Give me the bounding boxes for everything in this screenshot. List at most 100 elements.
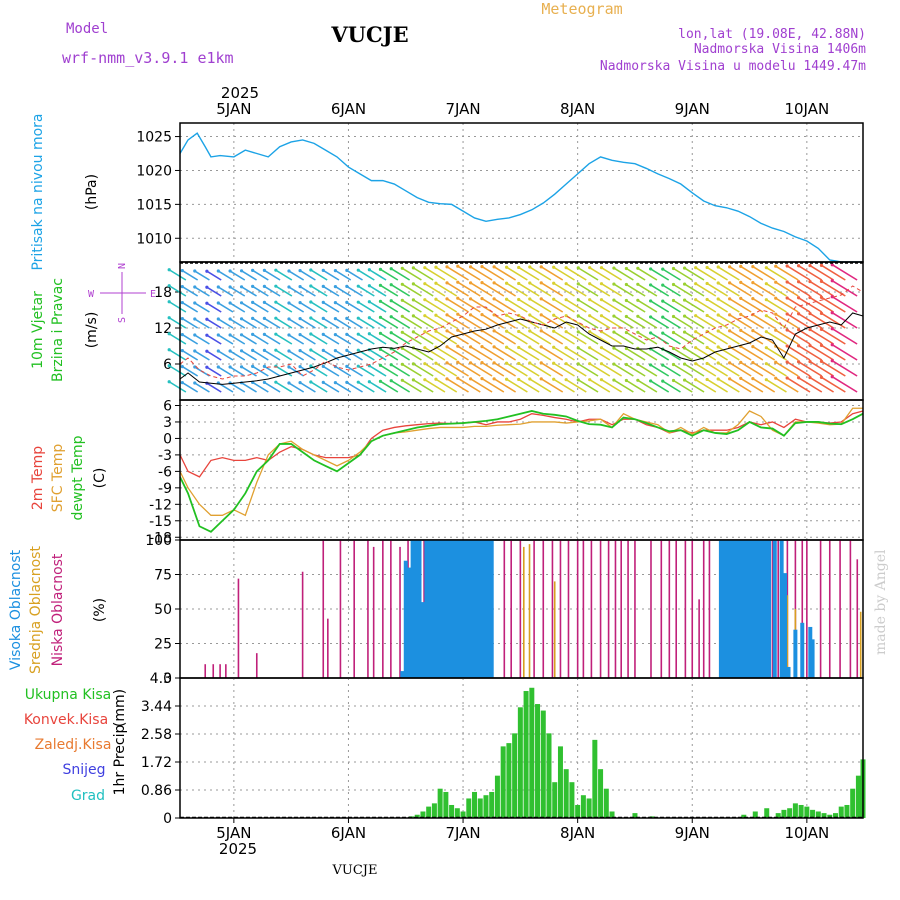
wind-arrowhead xyxy=(262,332,267,336)
wind-arrow xyxy=(717,298,740,313)
wind-arrow xyxy=(288,270,305,281)
wind-arrowhead xyxy=(588,266,592,270)
wind-arrowhead xyxy=(552,265,556,269)
wind-panel: 6 12 18 xyxy=(154,261,864,401)
wind-arrow xyxy=(729,282,752,297)
wind-arrowhead xyxy=(434,313,438,317)
wind-arrow xyxy=(673,299,693,313)
wind-arrow xyxy=(695,314,717,329)
wind-arrowhead xyxy=(504,297,509,301)
precip-bar xyxy=(431,803,437,818)
precip-bar xyxy=(517,707,523,818)
wind-arrow xyxy=(194,334,210,345)
wind-arrowhead xyxy=(716,281,720,285)
wind-arrow xyxy=(577,379,599,393)
wind-arrow xyxy=(168,381,187,393)
wind-arrowhead xyxy=(345,364,349,368)
wind-arrowhead xyxy=(716,345,720,349)
cloud-bar xyxy=(448,540,453,678)
wind-arrowhead xyxy=(367,300,371,304)
wind-arrow xyxy=(493,314,517,329)
wind-arrow xyxy=(717,282,740,297)
wind-arrow xyxy=(775,265,799,281)
wind-arrowhead xyxy=(564,298,568,302)
wind-arrow xyxy=(217,286,234,297)
wind-arrowhead xyxy=(612,282,616,286)
cloud-bar xyxy=(849,540,852,678)
wind-arrow xyxy=(299,381,316,393)
wind-arrow xyxy=(553,314,575,329)
wind-arrowhead xyxy=(389,331,393,335)
wind-arrowhead xyxy=(682,282,687,286)
precip-bar xyxy=(815,811,821,818)
wind-arrowhead xyxy=(167,316,171,320)
pressure-panel: 1010 1015 1020 1025 xyxy=(136,122,864,263)
wind-arrowhead xyxy=(588,362,592,366)
wind-arrowhead xyxy=(378,347,383,351)
wind-arrowhead xyxy=(423,378,427,382)
wind-arrowhead xyxy=(333,300,338,305)
wind-arrowhead xyxy=(456,360,460,364)
wind-arrow xyxy=(322,285,340,297)
precip-bar xyxy=(466,798,472,818)
wind-arrowhead xyxy=(251,364,255,368)
wind-arrowhead xyxy=(588,282,592,286)
cloud-bar xyxy=(806,540,808,678)
cloud-bar xyxy=(399,546,401,678)
wind-arrow xyxy=(288,334,305,345)
cloud-bar xyxy=(255,653,258,678)
wind-arrowhead xyxy=(180,332,184,337)
wind-arrow xyxy=(181,317,199,329)
wind-arrow xyxy=(357,301,375,313)
wind-arrowhead xyxy=(321,332,325,336)
wind-arrowhead xyxy=(480,265,484,269)
wind-arrow xyxy=(181,301,199,313)
wind-arrow xyxy=(540,378,564,393)
wind-arrowhead xyxy=(671,378,676,383)
temp-ylabel-1: 2m Temp xyxy=(30,446,46,510)
wind-arrow xyxy=(299,333,316,345)
wind-arrow xyxy=(553,298,575,313)
wind-arrow xyxy=(457,361,481,377)
wind-arrow xyxy=(217,302,234,313)
wind-arrowhead xyxy=(636,298,640,302)
wind-arrowhead xyxy=(180,348,184,353)
wind-arrow xyxy=(275,269,293,281)
wind-arrowhead xyxy=(309,332,313,336)
cloud-bar xyxy=(675,540,678,678)
wind-arrow xyxy=(241,270,257,281)
wind-arrow xyxy=(540,282,564,297)
wind-arrow xyxy=(181,349,199,361)
wind-arrow xyxy=(729,298,752,313)
wind-arrow xyxy=(752,345,776,361)
wind-arrowhead xyxy=(774,376,778,380)
wind-arrowhead xyxy=(728,281,732,285)
wind-arrow xyxy=(637,299,658,313)
cloud-bar xyxy=(445,540,450,678)
wind-arrow xyxy=(412,315,434,329)
wind-arrowhead xyxy=(167,380,171,384)
wind-arrowhead xyxy=(682,314,687,318)
wind-arrowhead xyxy=(287,269,291,273)
wind-arrow xyxy=(368,317,387,329)
precip-bar xyxy=(575,804,581,818)
wind-arrowhead xyxy=(819,311,824,315)
wind-arrowhead xyxy=(298,348,302,353)
wind-arrowhead xyxy=(239,365,244,369)
wind-arrowhead xyxy=(468,297,473,301)
wind-arrowhead xyxy=(193,301,197,305)
wind-arrowhead xyxy=(345,332,349,336)
wind-arrowhead xyxy=(456,328,460,332)
wind-arrow xyxy=(346,349,363,361)
wind-arrowhead xyxy=(830,343,834,347)
cloud-bar xyxy=(372,546,375,678)
cloud-bar xyxy=(519,540,522,678)
wind-arrowhead xyxy=(309,284,313,288)
wind-arrow xyxy=(168,301,187,313)
wind-arrowhead xyxy=(287,285,291,289)
y-tick-label: 50 xyxy=(154,602,172,618)
wind-arrowhead xyxy=(705,297,709,302)
wind-arrowhead xyxy=(599,362,604,366)
wind-arrowhead xyxy=(378,315,383,319)
wind-arrowhead xyxy=(774,296,778,300)
